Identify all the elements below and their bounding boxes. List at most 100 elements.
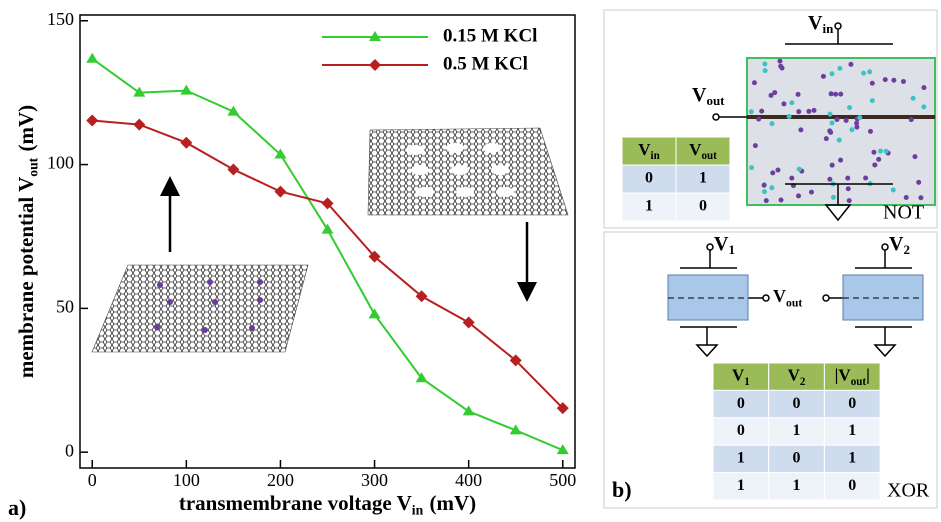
data-point [462, 316, 475, 329]
molecule [763, 198, 769, 204]
data-point [556, 444, 569, 455]
molecule [751, 80, 757, 86]
label-main: V [889, 233, 904, 255]
y-tick-label: 50 [56, 296, 74, 316]
data-point [462, 405, 475, 416]
molecule [845, 175, 851, 181]
label: transmembrane voltage Vin (mV) [179, 491, 476, 518]
table-header-cell [675, 136, 731, 166]
y-tick-label: 100 [47, 153, 74, 173]
molecule [795, 91, 801, 97]
molecule [761, 182, 767, 188]
table-cell-text: 0 [645, 170, 653, 187]
molecule [808, 189, 814, 195]
label-main: V [689, 140, 702, 159]
table-header-cell [823, 362, 881, 391]
molecule [833, 91, 839, 97]
label-sub: 2 [800, 375, 806, 387]
table-cell [712, 472, 770, 501]
panel-label: a) [8, 495, 26, 520]
table-header-cell [621, 136, 677, 166]
molecule [762, 68, 768, 74]
label-main: V [638, 140, 651, 159]
table-cell-text: 1 [793, 422, 801, 439]
graphene-inset [91, 264, 309, 353]
molecule [882, 77, 888, 83]
table-cell-text: 1 [793, 477, 801, 494]
molecule [869, 98, 875, 104]
molecule [849, 127, 855, 133]
label-main: V [714, 233, 729, 255]
label-sub: out [25, 157, 40, 176]
molecule [778, 197, 784, 203]
molecule [837, 65, 843, 71]
molecule [854, 120, 860, 126]
molecule [921, 104, 927, 110]
molecule [867, 69, 873, 75]
molecule [918, 195, 924, 201]
molecule [838, 157, 844, 163]
molecule [759, 108, 765, 114]
data-point [227, 163, 240, 176]
molecule [811, 107, 817, 113]
label-main: V [773, 286, 786, 306]
data-point [321, 197, 334, 210]
table-cell-text: 0 [793, 395, 801, 412]
label-tail: (mV) [14, 105, 38, 152]
molecule [847, 105, 853, 111]
molecule [903, 195, 909, 201]
molecule [921, 85, 927, 91]
label-sub: 1 [744, 375, 750, 387]
molecule [871, 149, 877, 155]
label-sub: 1 [728, 242, 735, 257]
data-point [133, 86, 146, 97]
molecule [828, 91, 834, 97]
label: Vout [689, 140, 717, 162]
label-main: V [808, 12, 823, 34]
panel-frame [603, 231, 938, 509]
label-main: membrane potential V [14, 177, 38, 378]
molecule [829, 162, 835, 168]
y-tick-label: 150 [47, 9, 74, 29]
table-cell-text: 1 [699, 170, 707, 187]
label-main: V [692, 84, 707, 106]
gate-name: XOR [887, 480, 930, 502]
molecule [789, 100, 795, 106]
table-cell-text: 0 [699, 198, 707, 215]
molecule [775, 167, 781, 173]
label: |Vout| [835, 366, 870, 388]
data-point [556, 402, 569, 415]
plot-frame [79, 14, 576, 469]
molecule [890, 187, 896, 193]
molecule [912, 154, 918, 160]
molecule [798, 127, 804, 133]
x-tick-label: 300 [361, 470, 388, 490]
molecule [762, 61, 768, 67]
label-sub: out [706, 93, 725, 108]
label-tail: | [866, 366, 870, 385]
label-main: V [788, 366, 801, 385]
panel-frame [603, 9, 938, 229]
molecule [877, 148, 883, 154]
molecule [834, 116, 840, 122]
molecule [756, 116, 762, 122]
label-sub: out [851, 375, 867, 387]
panel-label: b) [612, 477, 632, 502]
molecule [916, 179, 922, 185]
table-cell [621, 164, 677, 194]
molecule [796, 109, 802, 115]
table-cell [768, 472, 825, 501]
table-cell-text: 0 [793, 450, 801, 467]
molecule [829, 71, 835, 77]
graphene-inset [367, 127, 569, 216]
data-point [86, 52, 99, 63]
x-tick-label: 500 [549, 470, 576, 490]
legend-label: 0.15 M KCl [443, 25, 537, 46]
table-cell [823, 472, 881, 501]
label-main: V [732, 366, 745, 385]
label-sub: in [651, 150, 660, 162]
table-cell [823, 389, 881, 419]
label: V1 [732, 366, 750, 388]
data-point [509, 354, 522, 367]
data-point [180, 136, 193, 149]
